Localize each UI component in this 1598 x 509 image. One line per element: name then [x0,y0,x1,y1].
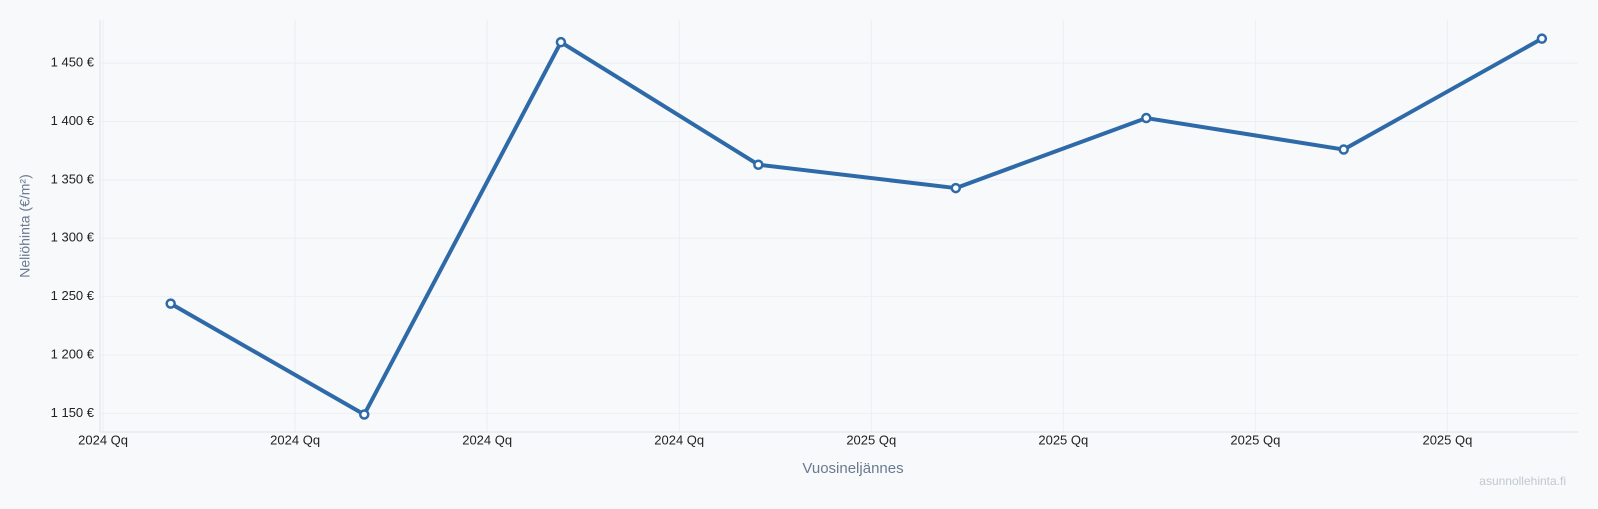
x-tick-label: 2025 Qq [1038,432,1088,447]
data-point [165,298,176,309]
data-point [1536,33,1548,44]
watermark: asunnollehinta.fi [1479,474,1566,488]
x-tick-label: 2025 Qq [1422,432,1472,447]
x-axis-title: Vuosineljännes [802,460,903,477]
x-tick-label: 2024 Qq [654,432,704,447]
data-point [753,159,764,170]
y-tick-label: 1 200 € [51,346,95,361]
data-line [169,36,1543,417]
y-tick-label: 1 400 € [51,113,95,128]
y-tick-label: 1 300 € [51,230,95,245]
y-tick-label: 1 350 € [51,171,95,186]
x-tick-label: 2025 Qq [846,432,896,447]
x-tick-label: 2024 Qq [270,432,320,447]
y-tick-label: 1 150 € [51,405,95,420]
data-point [1141,112,1152,124]
data-point [1338,144,1349,155]
x-tick-label: 2024 Qq [462,432,512,447]
x-tick-label: 2025 Qq [1230,432,1280,447]
x-tick-label: 2024 Qq [78,432,128,447]
y-tick-label: 1 250 € [51,288,95,303]
y-axis-title: Neliöhinta (€/m²) [17,174,33,277]
data-point [950,182,962,194]
data-point [555,36,567,48]
data-point [359,409,370,420]
y-tick-label: 1 450 € [51,55,95,70]
